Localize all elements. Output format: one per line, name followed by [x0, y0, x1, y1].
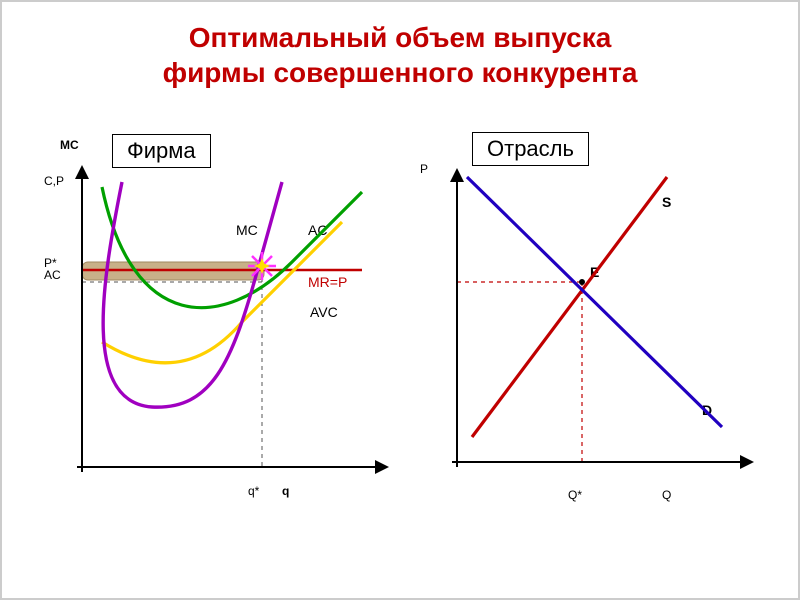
title-line2: фирмы совершенного конкурента [163, 57, 638, 88]
left-mc-small: MC [60, 138, 79, 152]
firm-chart [42, 162, 402, 502]
industry-chart [432, 167, 762, 497]
page-title: Оптимальный объем выпуска фирмы совершен… [2, 2, 798, 96]
title-line1: Оптимальный объем выпуска [189, 22, 612, 53]
industry-box: Отрасль [472, 132, 589, 166]
right-y-axis: P [420, 162, 428, 176]
